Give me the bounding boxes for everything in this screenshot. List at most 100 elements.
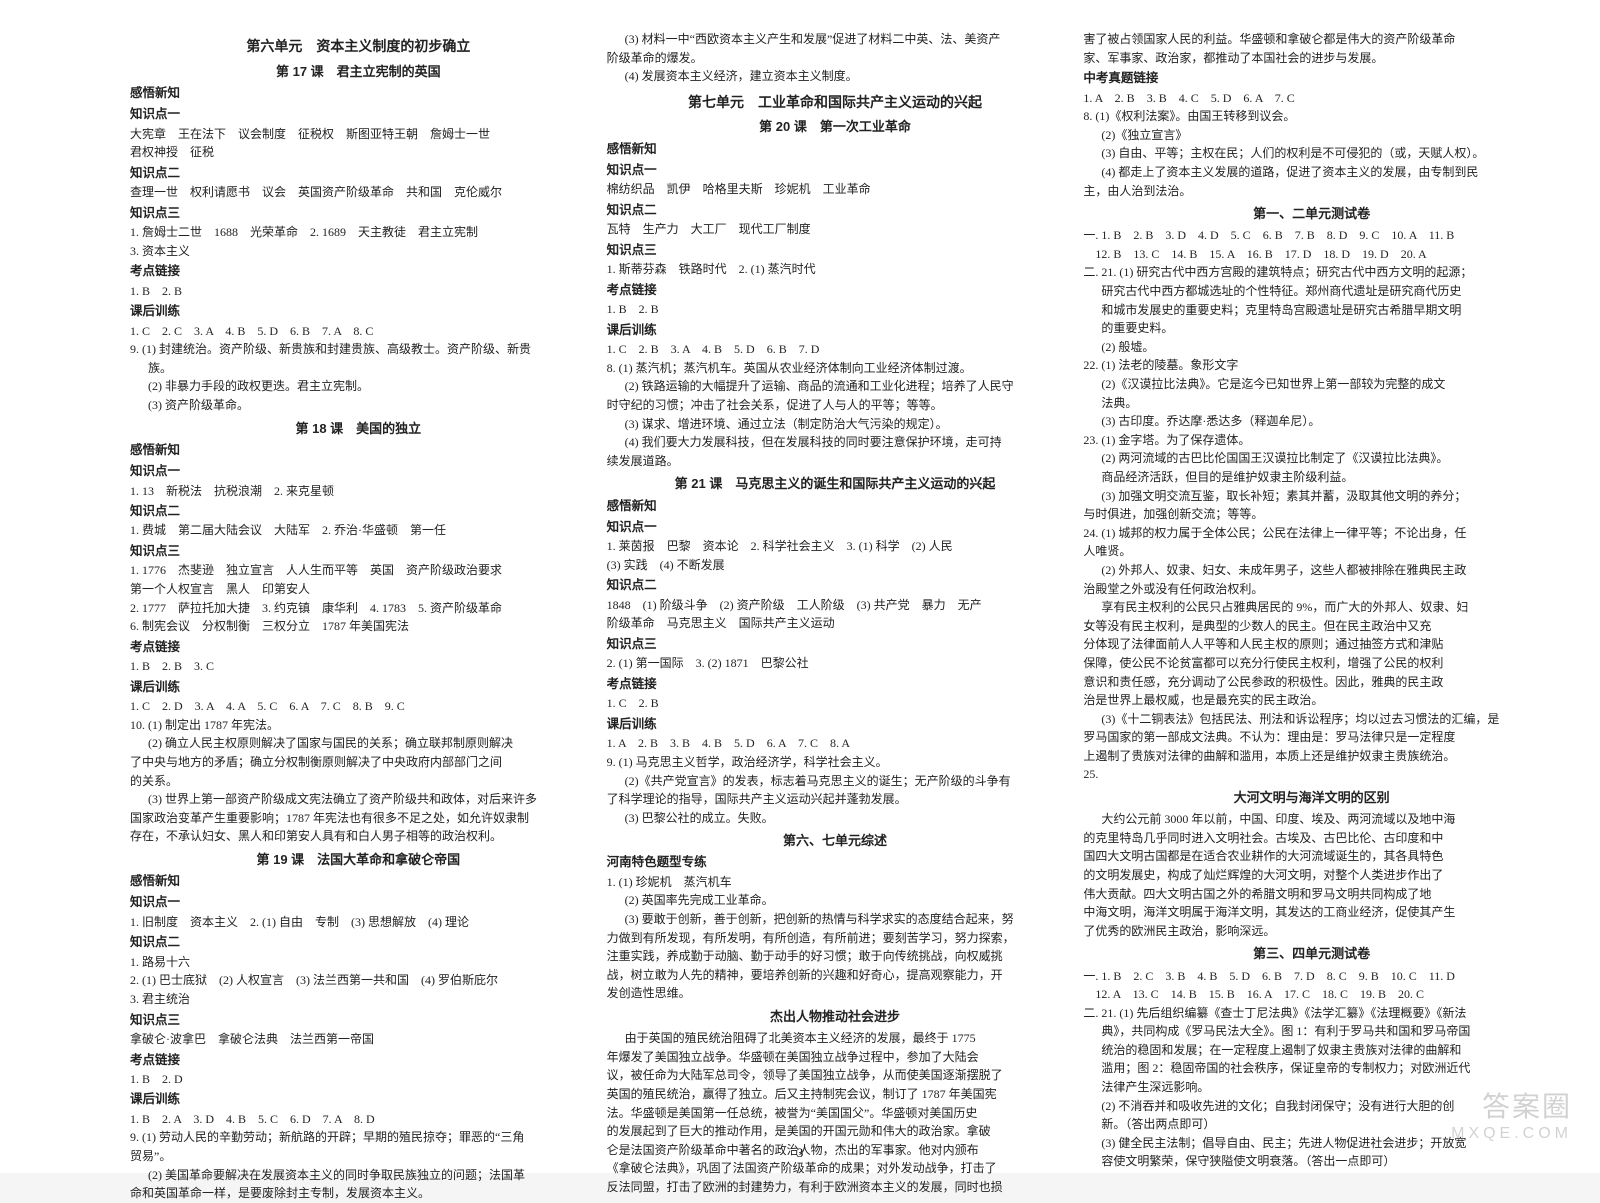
- text-line: 时守纪的习惯；冲击了社会关系，促进了人与人的平等；等等。: [607, 396, 1064, 415]
- text-line: 的克里特岛几乎同时进入文明社会。古埃及、古巴比伦、古印度和中: [1083, 829, 1540, 848]
- text-line: 12. B 13. C 14. B 15. A 16. B 17. D 18. …: [1083, 245, 1540, 264]
- sub-heading: 知识点二: [130, 933, 587, 952]
- sub-heading: 知识点三: [130, 1011, 587, 1030]
- text-line: (2) 非暴力手段的政权更迭。君主立宪制。: [130, 377, 587, 396]
- text-line: 注重实践，养成勤于动脑、勤于动手的好习惯；敢于向传统挑战，向权威挑: [607, 947, 1064, 966]
- lesson-title: 第 18 课 美国的独立: [130, 419, 587, 439]
- text-line: 1. C 2. D 3. A 4. A 5. C 6. A 7. C 8. B …: [130, 697, 587, 716]
- sub-heading: 考点链接: [607, 675, 1064, 694]
- text-line: 和城市发展史的重要史料；克里特岛宫殿遗址是研究古希腊早期文明: [1083, 301, 1540, 320]
- sub-heading: 知识点三: [607, 635, 1064, 654]
- text-line: 法典。: [1083, 394, 1540, 413]
- text-line: (3) 资产阶级革命。: [130, 396, 587, 415]
- text-line: 害了被占领国家人民的利益。华盛顿和拿破仑都是伟大的资产阶级革命: [1083, 30, 1540, 49]
- text-line: 棉纺织品 凯伊 哈格里夫斯 珍妮机 工业革命: [607, 180, 1064, 199]
- text-line: (3) 世界上第一部资产阶级成文宪法确立了资产阶级共和政体，对后来许多: [130, 790, 587, 809]
- sub-heading: 课后训练: [130, 1090, 587, 1109]
- text-line: 反法同盟，打击了欧洲的封建势力，有利于欧洲资本主义的发展，同时也损: [607, 1178, 1064, 1197]
- sub-heading: 知识点二: [130, 502, 587, 521]
- text-line: (2)《共产党宣言》的发表，标志着马克思主义的诞生；无产阶级的斗争有: [607, 772, 1064, 791]
- text-line: 1. C 2. B 3. A 4. B 5. D 6. B 7. D: [607, 340, 1064, 359]
- text-line: 9. (1) 马克思主义哲学，政治经济学，科学社会主义。: [607, 753, 1064, 772]
- lesson-title: 杰出人物推动社会进步: [607, 1007, 1064, 1027]
- sub-heading: 考点链接: [130, 1051, 587, 1070]
- text-line: (2) 美国革命要解决在发展资本主义的同时争取民族独立的问题；法国革: [130, 1166, 587, 1185]
- text-line: 容使文明繁荣，保守狭隘使文明衰落。（答出一点即可）: [1083, 1152, 1540, 1171]
- text-line: 1. 13 新税法 抗税浪潮 2. 来克星顿: [130, 482, 587, 501]
- text-line: 的发展起到了巨大的推动作用，是美国的开国元勋和伟大的政治家。拿破: [607, 1122, 1064, 1141]
- lesson-title: 大河文明与海洋文明的区别: [1083, 788, 1540, 808]
- text-line: 存在，不承认妇女、黑人和印第安人具有和白人男子相等的政治权利。: [130, 827, 587, 846]
- text-line: (3) 巴黎公社的成立。失败。: [607, 809, 1064, 828]
- section-title: 第七单元 工业革命和国际共产主义运动的兴起: [607, 92, 1064, 114]
- sub-heading: 考点链接: [130, 638, 587, 657]
- text-line: 3. 资本主义: [130, 242, 587, 261]
- text-line: 的重要史料。: [1083, 319, 1540, 338]
- lesson-title: 第三、四单元测试卷: [1083, 944, 1540, 964]
- sub-heading: 课后训练: [130, 678, 587, 697]
- sub-heading: 考点链接: [130, 262, 587, 281]
- text-line: 22. (1) 法老的陵墓。象形文字: [1083, 356, 1540, 375]
- sub-heading: 感悟新知: [130, 84, 587, 103]
- column-3: 害了被占领国家人民的利益。华盛顿和拿破仑都是伟大的资产阶级革命家、军事家、政治家…: [1083, 30, 1540, 1153]
- text-line: 的关系。: [130, 772, 587, 791]
- text-line: 大宪章 王在法下 议会制度 征税权 斯图亚特王朝 詹姆士一世: [130, 125, 587, 144]
- watermark-main: 答案圈: [1482, 1091, 1572, 1122]
- sub-heading: 知识点三: [130, 204, 587, 223]
- sub-heading: 感悟新知: [130, 872, 587, 891]
- column-2: (3) 材料一中“西欧资本主义产生和发展”促进了材料二中英、法、美资产阶级革命的…: [607, 30, 1064, 1153]
- text-line: 10. (1) 制定出 1787 年宪法。: [130, 716, 587, 735]
- text-line: 2. (1) 第一国际 3. (2) 1871 巴黎公社: [607, 654, 1064, 673]
- text-line: 1. B 2. B: [607, 300, 1064, 319]
- text-line: 商品经济活跃，但目的是维护奴隶主阶级利益。: [1083, 468, 1540, 487]
- text-line: 1. 路易十六: [130, 953, 587, 972]
- text-line: (3) 谋求、增进环境、通过立法（制定防治大气污染的规定）。: [607, 415, 1064, 434]
- sub-heading: 感悟新知: [607, 140, 1064, 159]
- text-line: 阶级革命的爆发。: [607, 49, 1064, 68]
- sub-heading: 知识点一: [130, 105, 587, 124]
- text-line: (2) 两河流域的古巴比伦国国王汉谟拉比制定了《汉谟拉比法典》。: [1083, 449, 1540, 468]
- text-line: 8. (1)《权利法案》。由国王转移到议会。: [1083, 107, 1540, 126]
- sub-heading: 知识点三: [607, 241, 1064, 260]
- text-line: 了优秀的欧洲民主政治，影响深远。: [1083, 922, 1540, 941]
- text-line: 伟大贡献。四大文明古国之外的希腊文明和罗马文明共同构成了地: [1083, 885, 1540, 904]
- sub-heading: 中考真题链接: [1083, 69, 1540, 88]
- text-line: 1. A 2. B 3. B 4. C 5. D 6. A 7. C: [1083, 89, 1540, 108]
- text-line: 1. 莱茵报 巴黎 资本论 2. 科学社会主义 3. (1) 科学 (2) 人民: [607, 537, 1064, 556]
- text-line: (2) 般墟。: [1083, 338, 1540, 357]
- text-line: 由于英国的殖民统治阻碍了北美资本主义经济的发展，最终于 1775: [607, 1029, 1064, 1048]
- text-line: 查理一世 权利请愿书 议会 英国资产阶级革命 共和国 克伦威尔: [130, 183, 587, 202]
- sub-heading: 知识点二: [130, 164, 587, 183]
- text-line: 的文明发展史，构成了灿烂辉煌的大河文明，对整个人类进步作出了: [1083, 866, 1540, 885]
- text-line: 25.: [1083, 765, 1540, 784]
- text-line: (3) 古印度。乔达摩·悉达多（释迦牟尼）。: [1083, 412, 1540, 431]
- text-line: 12. A 13. C 14. B 15. B 16. A 17. C 18. …: [1083, 985, 1540, 1004]
- text-line: 中海文明，海洋文明属于海洋文明，其发达的工商业经济，促使其产生: [1083, 903, 1540, 922]
- lesson-title: 第 19 课 法国大革命和拿破仑帝国: [130, 850, 587, 870]
- page-number: 3: [797, 1145, 804, 1161]
- text-line: 23. (1) 金字塔。为了保存遗体。: [1083, 431, 1540, 450]
- text-line: 1. C 2. C 3. A 4. B 5. D 6. B 7. A 8. C: [130, 322, 587, 341]
- text-line: (3) 要敢于创新，善于创新，把创新的热情与科学求实的态度结合起来，努: [607, 910, 1064, 929]
- sub-heading: 知识点二: [607, 576, 1064, 595]
- text-line: 1. 旧制度 资本主义 2. (1) 自由 专制 (3) 思想解放 (4) 理论: [130, 913, 587, 932]
- text-line: 1. 1776 杰斐逊 独立宣言 人人生而平等 英国 资产阶级政治要求: [130, 561, 587, 580]
- text-line: 与时俱进，加强创新交流；等等。: [1083, 505, 1540, 524]
- lesson-title: 第 17 课 君主立宪制的英国: [130, 62, 587, 82]
- text-line: 滥用；图 2：稳固帝国的社会秩序，保证皇帝的专制权力；对欧洲近代: [1083, 1059, 1540, 1078]
- text-line: (3) 加强文明交流互鉴，取长补短；素其并蓄，汲取其他文明的养分；: [1083, 487, 1540, 506]
- text-line: (2)《独立宣言》: [1083, 126, 1540, 145]
- text-line: 统治的稳固和发展；在一定程度上遏制了奴隶主贵族对法律的曲解和: [1083, 1041, 1540, 1060]
- text-line: 一. 1. B 2. B 3. D 4. D 5. C 6. B 7. B 8.…: [1083, 226, 1540, 245]
- text-line: 一. 1. B 2. C 3. B 4. B 5. D 6. B 7. D 8.…: [1083, 967, 1540, 986]
- text-line: 研究古代中西方都城选址的个性特征。郑州商代遗址是研究商代历史: [1083, 282, 1540, 301]
- column-1: 第六单元 资本主义制度的初步确立第 17 课 君主立宪制的英国感悟新知知识点一大…: [130, 30, 587, 1153]
- text-line: 了科学理论的指导，国际共产主义运动兴起并蓬勃发展。: [607, 790, 1064, 809]
- text-line: 国家政治变革产生重要影响；1787 年宪法也有很多不足之处，如允许奴隶制: [130, 809, 587, 828]
- sub-heading: 课后训练: [607, 715, 1064, 734]
- text-line: 2. 1777 萨拉托加大捷 3. 约克镇 康华利 4. 1783 5. 资产阶…: [130, 599, 587, 618]
- text-line: 治是世界上最权威，也是最充实的民主政治。: [1083, 691, 1540, 710]
- text-line: 拿破仑·波拿巴 拿破仑法典 法兰西第一帝国: [130, 1030, 587, 1049]
- text-line: 治殿堂之外或没有任何政治权利。: [1083, 580, 1540, 599]
- text-line: 族。: [130, 359, 587, 378]
